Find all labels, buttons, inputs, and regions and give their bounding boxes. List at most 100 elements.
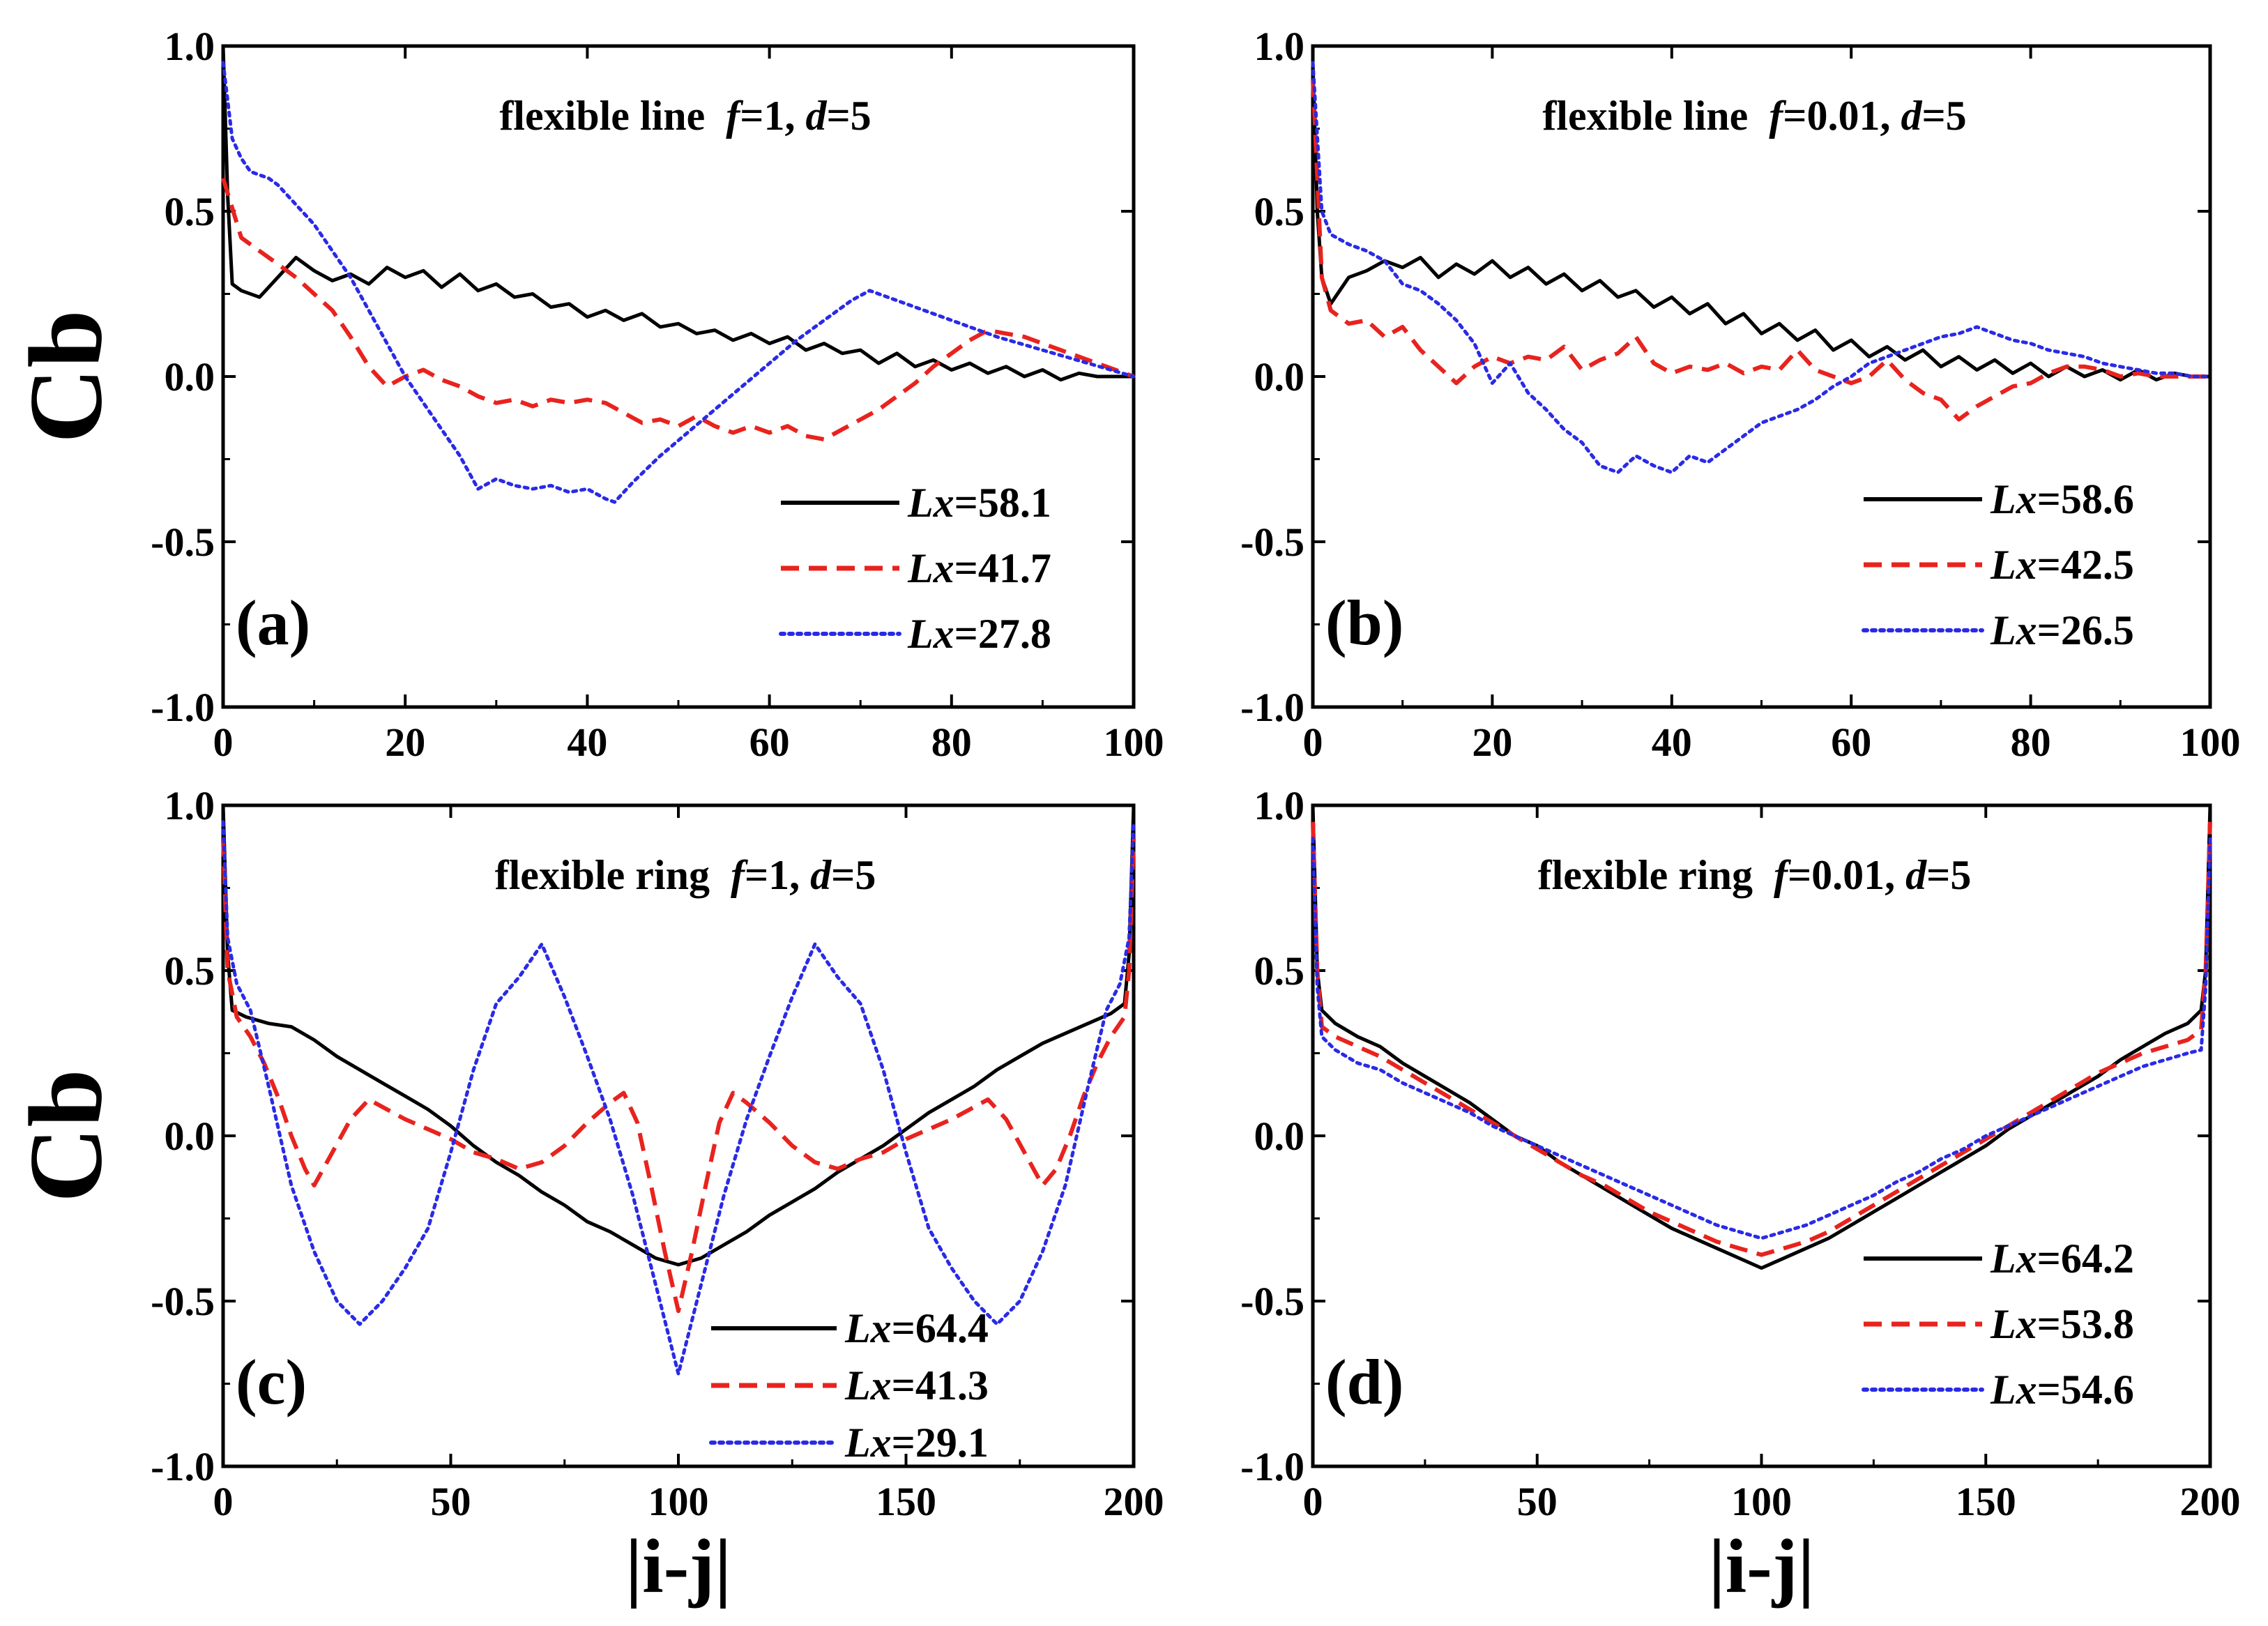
panel-label: (b) bbox=[1325, 587, 1403, 658]
legend-var: Lx bbox=[844, 1420, 892, 1466]
legend-label-3: Lx=54.6 bbox=[1990, 1367, 2134, 1413]
x-tick-label: 0 bbox=[213, 720, 234, 765]
title-part-prefix: flexible ring bbox=[1538, 852, 1774, 898]
series-line-2 bbox=[221, 177, 1135, 442]
x-tick-label: 100 bbox=[2180, 720, 2241, 765]
legend-label-2: Lx=41.7 bbox=[907, 545, 1051, 591]
y-tick-label: -1.0 bbox=[1240, 1444, 1304, 1489]
title-part-d-value: =5 bbox=[831, 852, 876, 898]
legend-val: =27.8 bbox=[954, 611, 1051, 657]
title-part-f-value: =0.01, bbox=[1788, 852, 1905, 898]
y-tick-label: 0.5 bbox=[165, 189, 215, 234]
legend-label-1: Lx=58.6 bbox=[1990, 476, 2134, 522]
legend-var: Lx bbox=[1990, 607, 2037, 653]
legend-label-1: Lx=64.2 bbox=[1990, 1236, 2134, 1282]
legend-label-1: Lx=64.4 bbox=[844, 1305, 989, 1351]
x-tick-label: 200 bbox=[1104, 1479, 1164, 1524]
x-axis-label: |i-j| bbox=[625, 1524, 731, 1609]
y-tick-label: -0.5 bbox=[1240, 1279, 1304, 1324]
x-tick-label: 100 bbox=[1104, 720, 1164, 765]
legend-val: =58.1 bbox=[954, 480, 1051, 526]
title-part-f-value: =0.01, bbox=[1783, 93, 1901, 139]
y-tick-label: 0.0 bbox=[1254, 1114, 1305, 1159]
x-tick-label: 20 bbox=[385, 720, 425, 765]
legend-var: Lx bbox=[844, 1305, 892, 1351]
series-line-3 bbox=[1311, 61, 2212, 474]
y-tick-label: 0.5 bbox=[1254, 948, 1305, 994]
y-tick-label: 0.5 bbox=[1254, 189, 1305, 234]
chart-panel-c: 0 50 100 150 200 -1.0 -0.5 0.0 0.5 1.0 Cb |i-j| flex… bbox=[8, 783, 1164, 1609]
legend-label-2: Lx=42.5 bbox=[1990, 542, 2134, 588]
x-tick-label: 40 bbox=[1652, 720, 1692, 765]
title-part-d-value: =5 bbox=[1926, 852, 1971, 898]
legend-val: =58.6 bbox=[2037, 476, 2134, 522]
panel-label: (a) bbox=[236, 587, 310, 658]
series-line-1 bbox=[221, 805, 1136, 1267]
title-part-d-label: d bbox=[810, 852, 832, 898]
y-tick-label: 1.0 bbox=[165, 24, 215, 69]
x-tick-label: 50 bbox=[431, 1479, 471, 1524]
legend-label-3: Lx=26.5 bbox=[1990, 607, 2134, 653]
title-part-prefix: flexible line bbox=[499, 93, 726, 139]
legend-val: =64.2 bbox=[2037, 1236, 2134, 1282]
series-line-3 bbox=[1311, 836, 2212, 1240]
legend-val: =26.5 bbox=[2037, 607, 2134, 653]
x-tick-label: 80 bbox=[2011, 720, 2051, 765]
y-axis-label: Cb bbox=[8, 1069, 123, 1203]
legend-var: Lx bbox=[907, 545, 954, 591]
series-line-2 bbox=[1311, 821, 2212, 1257]
legend-var: Lx bbox=[1990, 476, 2037, 522]
legend-label-3: Lx=29.1 bbox=[844, 1420, 989, 1466]
x-axis-label: |i-j| bbox=[1708, 1524, 1814, 1609]
legend-label-2: Lx=41.3 bbox=[844, 1362, 989, 1408]
legend-var: Lx bbox=[844, 1362, 892, 1408]
y-tick-label: 1.0 bbox=[1254, 783, 1305, 828]
legend-var: Lx bbox=[1990, 1367, 2037, 1413]
series-line-2 bbox=[1311, 79, 2210, 422]
title-part-d-label: d bbox=[1905, 852, 1927, 898]
title-part-d-value: =5 bbox=[1921, 93, 1966, 139]
x-tick-label: 0 bbox=[213, 1479, 234, 1524]
y-tick-label: -1.0 bbox=[151, 1444, 215, 1489]
title-part-d-label: d bbox=[805, 93, 827, 139]
y-tick-label: 0.0 bbox=[1254, 354, 1305, 400]
legend-var: Lx bbox=[907, 480, 954, 526]
chart-panel-d: 0 50 100 150 200 -1.0 -0.5 0.0 0.5 1.0 |i-j| flexib… bbox=[1240, 783, 2240, 1609]
panel-label: (c) bbox=[236, 1346, 307, 1418]
y-tick-label: -1.0 bbox=[1240, 685, 1304, 730]
y-tick-label: 0.5 bbox=[165, 948, 215, 994]
series-line-1 bbox=[1311, 805, 2212, 1270]
legend-val: =29.1 bbox=[892, 1420, 989, 1466]
x-tick-label: 150 bbox=[876, 1479, 936, 1524]
title-part-prefix: flexible line bbox=[1542, 93, 1769, 139]
title-part-prefix: flexible ring bbox=[495, 852, 731, 898]
panel-title: flexible line f=1, d=5 bbox=[499, 93, 871, 139]
legend-label-2: Lx=53.8 bbox=[1990, 1301, 2134, 1347]
plot-frame bbox=[221, 44, 1136, 709]
x-tick-label: 200 bbox=[2180, 1479, 2241, 1524]
y-tick-label: 0.0 bbox=[165, 1114, 215, 1159]
x-tick-label: 40 bbox=[567, 720, 607, 765]
chart-panel-b: 0 20 40 60 80 100 -1.0 -0.5 0.0 0.5 1.0 flexible li… bbox=[1240, 24, 2240, 765]
y-tick-label: 1.0 bbox=[165, 783, 215, 828]
x-tick-label: 100 bbox=[648, 1479, 709, 1524]
x-tick-label: 60 bbox=[1831, 720, 1871, 765]
legend-var: Lx bbox=[907, 611, 954, 657]
x-tick-label: 50 bbox=[1517, 1479, 1558, 1524]
legend-val: =53.8 bbox=[2037, 1301, 2134, 1347]
y-tick-label: 0.0 bbox=[165, 354, 215, 400]
panel-label: (d) bbox=[1325, 1346, 1403, 1418]
y-axis-label: Cb bbox=[8, 310, 123, 443]
series-line-1 bbox=[221, 45, 1134, 382]
legend-var: Lx bbox=[1990, 1301, 2037, 1347]
legend-label-3: Lx=27.8 bbox=[907, 611, 1051, 657]
chart-panel-a: 0 20 40 60 80 100 -1.0 -0.5 0.0 0.5 1.0 Cb flexible … bbox=[8, 24, 1164, 765]
y-tick-label: 1.0 bbox=[1254, 24, 1305, 69]
series-line-3 bbox=[221, 61, 1136, 504]
legend-val: =54.6 bbox=[2037, 1367, 2134, 1413]
legend-val: =64.4 bbox=[892, 1305, 989, 1351]
legend-val: =41.7 bbox=[954, 545, 1051, 591]
legend-val: =41.3 bbox=[892, 1362, 989, 1408]
y-tick-label: -0.5 bbox=[1240, 519, 1304, 565]
